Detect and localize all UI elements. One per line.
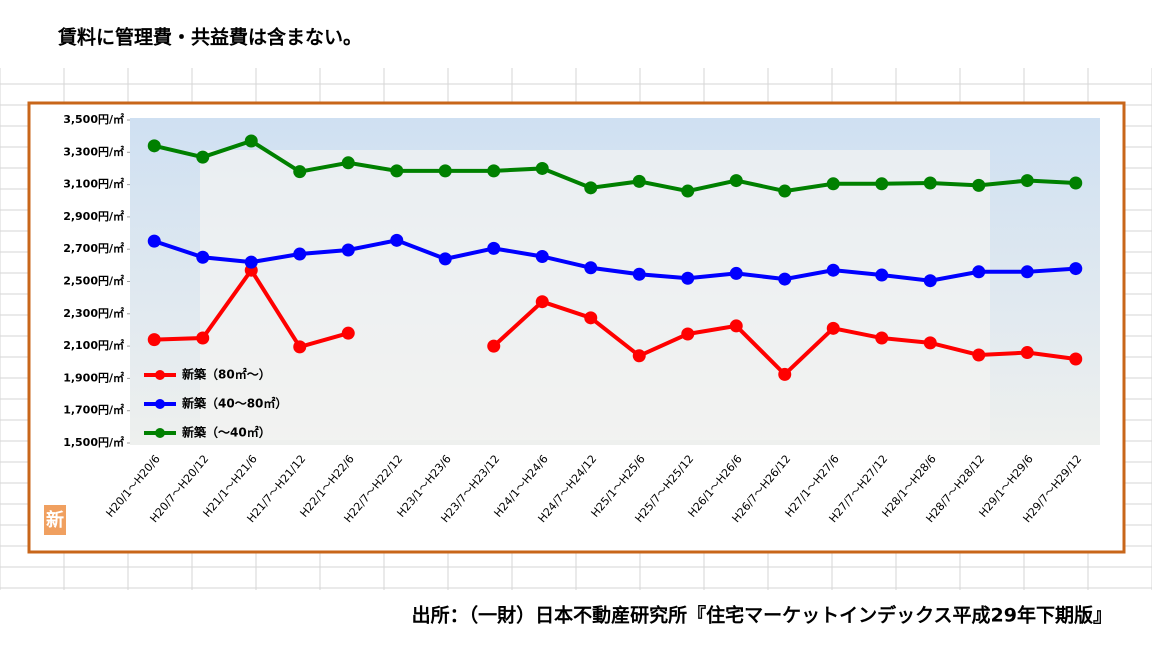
data-point	[826, 177, 840, 191]
data-point	[390, 164, 404, 178]
data-point	[390, 233, 404, 247]
data-point	[729, 319, 743, 333]
header-note: 賃料に管理費・共益費は含まない。	[57, 26, 362, 49]
y-tick-label: 2,700円/㎡	[63, 241, 124, 255]
data-point	[632, 267, 646, 281]
legend-label: 新築（40～80㎡）	[182, 396, 287, 411]
data-point	[1020, 346, 1034, 360]
data-point	[487, 164, 501, 178]
data-point	[147, 333, 161, 347]
y-tick-label: 3,300円/㎡	[63, 144, 124, 158]
data-point	[778, 367, 792, 381]
y-tick-label: 2,900円/㎡	[63, 209, 124, 223]
data-point	[681, 327, 695, 341]
data-point	[972, 178, 986, 192]
legend-dot	[155, 399, 165, 409]
legend-dot	[155, 428, 165, 438]
data-point	[293, 165, 307, 179]
data-point	[196, 331, 210, 345]
data-point	[729, 266, 743, 280]
data-point	[293, 247, 307, 261]
data-point	[632, 174, 646, 188]
data-point	[729, 174, 743, 188]
data-point	[778, 184, 792, 198]
data-point	[584, 311, 598, 325]
y-tick-label: 2,500円/㎡	[63, 274, 124, 288]
data-point	[196, 150, 210, 164]
data-point	[1020, 174, 1034, 188]
footer-band	[0, 590, 1152, 648]
y-tick-label: 1,500円/㎡	[63, 435, 124, 449]
data-point	[681, 271, 695, 285]
y-tick-label: 3,100円/㎡	[63, 177, 124, 191]
legend-label: 新築（～40㎡）	[182, 425, 271, 440]
data-point	[341, 243, 355, 257]
data-point	[1069, 262, 1083, 276]
y-tick-label: 1,700円/㎡	[63, 403, 124, 417]
legend-dot	[155, 370, 165, 380]
data-point	[147, 139, 161, 153]
y-tick-label: 2,100円/㎡	[63, 338, 124, 352]
series-line	[153, 238, 1076, 283]
data-point	[341, 156, 355, 170]
data-point	[826, 263, 840, 277]
data-point	[632, 349, 646, 363]
data-point	[487, 339, 501, 353]
data-point	[147, 234, 161, 248]
data-point	[584, 181, 598, 195]
data-point	[923, 336, 937, 350]
data-point	[438, 164, 452, 178]
data-point	[681, 184, 695, 198]
data-point	[535, 295, 549, 309]
data-point	[244, 255, 258, 269]
data-point	[875, 177, 889, 191]
data-point	[972, 348, 986, 362]
y-tick-label: 3,500円/㎡	[63, 112, 124, 126]
data-point	[826, 321, 840, 335]
data-point	[778, 272, 792, 286]
data-point	[923, 274, 937, 288]
data-point	[535, 249, 549, 263]
data-point	[1020, 265, 1034, 279]
legend-label: 新築（80㎡～）	[182, 367, 271, 382]
data-point	[923, 176, 937, 190]
data-point	[584, 261, 598, 275]
building-photo	[200, 150, 990, 440]
y-tick-label: 2,300円/㎡	[63, 306, 124, 320]
y-tick-label: 1,900円/㎡	[63, 370, 124, 384]
data-point	[875, 268, 889, 282]
badge: 新	[46, 509, 64, 531]
data-point	[244, 134, 258, 148]
data-point	[1069, 352, 1083, 366]
data-point	[875, 331, 889, 345]
series-line	[153, 138, 1076, 194]
data-point	[341, 326, 355, 340]
data-point	[535, 161, 549, 175]
header-band	[0, 0, 1152, 68]
data-point	[196, 250, 210, 264]
data-point	[293, 340, 307, 354]
data-point	[1069, 176, 1083, 190]
data-point	[487, 241, 501, 255]
data-point	[438, 252, 452, 266]
source-note: 出所：（一財）日本不動産研究所『住宅マーケットインデックス平成29年下期版』	[412, 604, 1112, 627]
badge-box	[44, 505, 66, 535]
data-point	[972, 265, 986, 279]
